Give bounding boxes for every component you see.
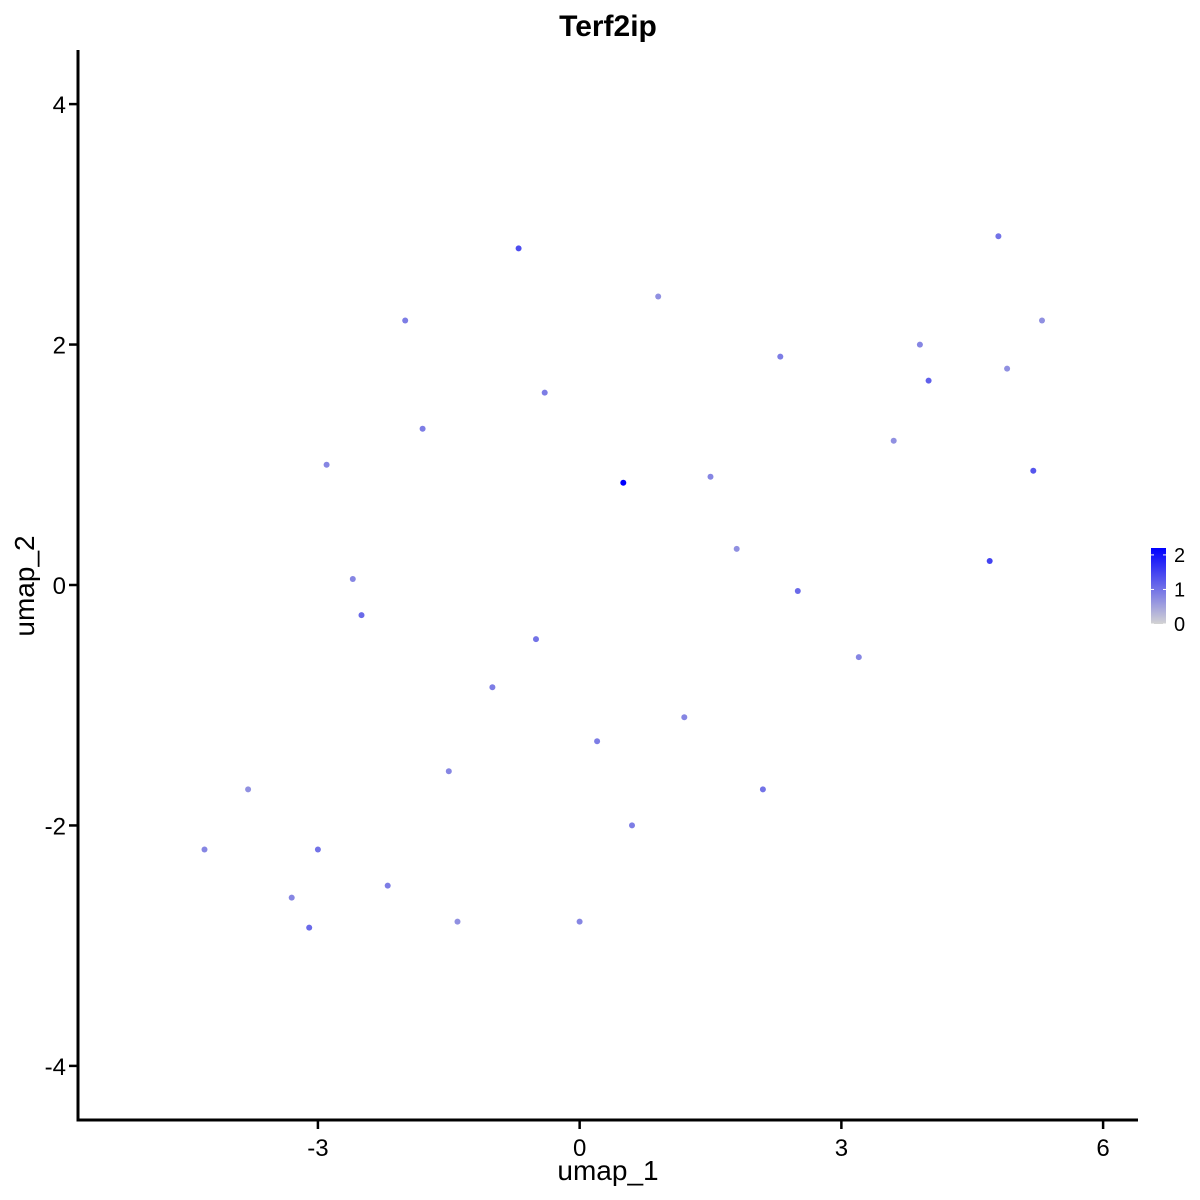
- data-point-19: [419, 425, 426, 432]
- y-tick-label-3: 2: [53, 333, 66, 360]
- y-tick-label-2: 0: [53, 573, 66, 600]
- legend-ticks: 0 1 2: [1151, 545, 1185, 636]
- x-tick-label-0: -3: [307, 1135, 328, 1162]
- data-point-2: [454, 918, 461, 925]
- legend-colorbar: [1151, 548, 1166, 624]
- data-point-34: [515, 245, 522, 252]
- x-axis-title: umap_1: [557, 1155, 658, 1186]
- data-point-16: [576, 918, 583, 925]
- data-point-15: [201, 846, 208, 853]
- x-tick-label-2: 3: [835, 1135, 848, 1162]
- y-tick-label-0: -4: [45, 1054, 66, 1081]
- legend-tick-label-0: 0: [1174, 614, 1185, 636]
- color-legend: 0 1 2: [1151, 545, 1185, 636]
- data-point-23: [777, 353, 784, 360]
- y-axis-ticks: -4 -2 0 2 4: [45, 92, 78, 1081]
- data-point-12: [681, 714, 688, 721]
- data-point-36: [620, 479, 627, 486]
- data-point-31: [306, 924, 313, 931]
- x-tick-label-1: 0: [573, 1135, 586, 1162]
- data-points: [201, 233, 1045, 931]
- y-axis-title: umap_2: [9, 535, 40, 636]
- data-point-25: [533, 636, 539, 643]
- data-point-17: [402, 317, 409, 324]
- y-tick-label-1: -2: [45, 813, 66, 840]
- data-point-32: [925, 377, 932, 384]
- data-point-30: [358, 612, 365, 619]
- data-point-22: [629, 822, 635, 829]
- chart-title: Terf2ip: [559, 10, 657, 43]
- data-point-11: [288, 894, 295, 901]
- data-point-18: [541, 389, 548, 396]
- data-point-3: [1004, 365, 1011, 372]
- data-point-35: [986, 558, 993, 564]
- data-point-20: [594, 738, 601, 745]
- data-point-7: [707, 473, 714, 480]
- x-axis-ticks: -3 0 3 6: [307, 1120, 1110, 1162]
- data-point-4: [1039, 317, 1045, 324]
- data-point-33: [1030, 467, 1037, 474]
- x-tick-label-3: 6: [1096, 1135, 1109, 1162]
- legend-tick-label-2: 2: [1174, 545, 1185, 567]
- data-point-27: [759, 786, 766, 793]
- data-point-5: [890, 437, 897, 444]
- data-point-1: [245, 786, 252, 793]
- data-point-8: [916, 341, 923, 348]
- y-tick-label-4: 4: [53, 92, 66, 119]
- data-point-9: [349, 576, 356, 582]
- data-point-14: [323, 461, 330, 468]
- data-point-0: [655, 293, 662, 300]
- legend-tick-label-1: 1: [1174, 579, 1185, 601]
- data-point-10: [445, 768, 452, 775]
- data-point-24: [489, 684, 496, 691]
- data-point-6: [733, 545, 740, 552]
- data-point-26: [314, 846, 321, 853]
- data-point-13: [855, 654, 862, 661]
- data-point-21: [384, 882, 391, 889]
- data-point-28: [995, 233, 1002, 240]
- data-point-29: [794, 588, 801, 594]
